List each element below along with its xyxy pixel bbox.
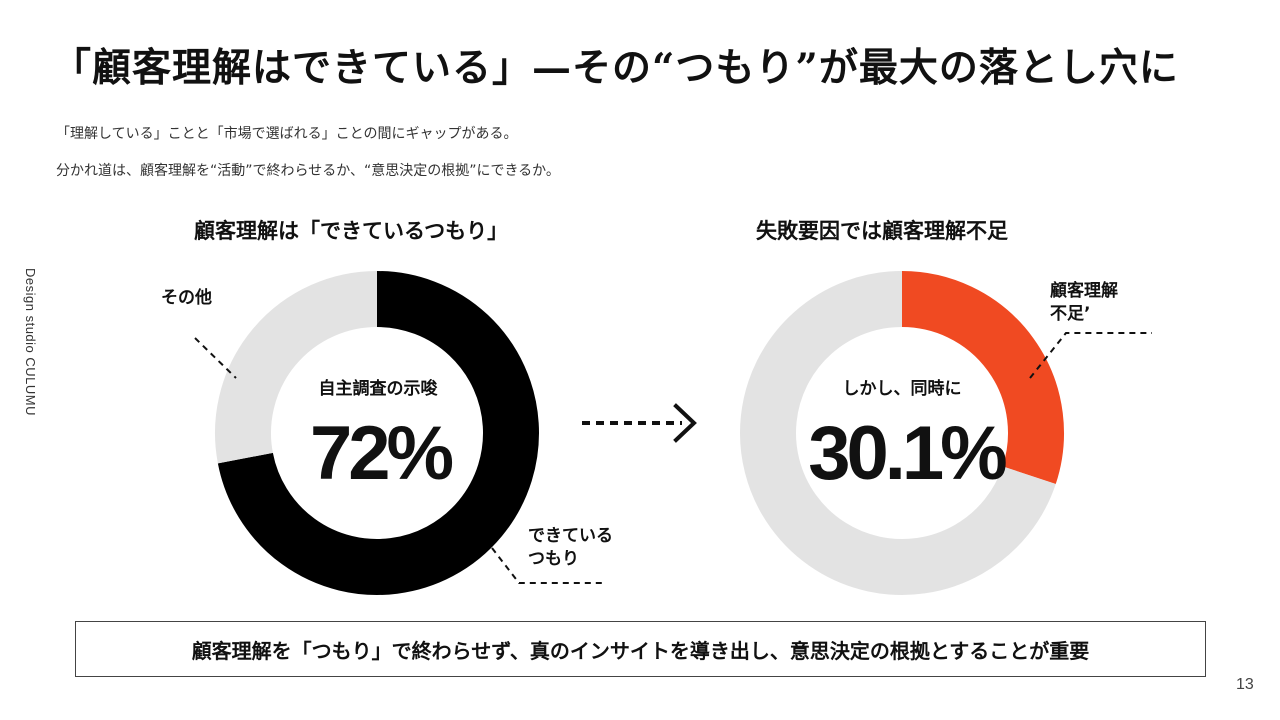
brand-vertical-label: Design studio CULUMU xyxy=(23,268,38,416)
right-center-label: しかし、同時に xyxy=(842,379,962,399)
label-tsumori: できている つもり xyxy=(528,525,613,571)
donut-chart-left xyxy=(215,271,539,595)
right-center-value: 30.1% xyxy=(808,411,1008,496)
subtitle-line-1: 「理解している」ことと「市場で選ばれる」ことの間にギャップがある。 xyxy=(56,126,518,142)
page-title: 「顧客理解はできている」—その“つもり”が最大の落とし穴に xyxy=(52,45,1179,91)
donut-left-slice-0 xyxy=(217,271,539,595)
left-center-label: 自主調査の示唆 xyxy=(318,379,438,399)
label-shortage-line-2: 不足’ xyxy=(1050,304,1091,324)
right-chart-title: 失敗要因では顧客理解不足 xyxy=(756,219,1008,243)
arrow-head-icon xyxy=(673,403,697,443)
leader-line-other xyxy=(194,337,237,379)
donut-right-slice-1 xyxy=(740,271,1056,595)
leader-line-shortage xyxy=(1029,332,1152,379)
label-tsumori-line-1: できている xyxy=(528,526,613,546)
conclusion-box: 顧客理解を「つもり」で終わらせず、真のインサイトを導き出し、意思決定の根拠とする… xyxy=(75,621,1206,677)
label-tsumori-line-2: つもり xyxy=(528,549,579,569)
donut-left-slice-1 xyxy=(215,271,378,464)
left-center-value: 72% xyxy=(309,411,454,496)
subtitle-line-2: 分かれ道は、顧客理解を“活動”で終わらせるか、“意思決定の根拠”にできるか。 xyxy=(56,163,560,179)
leader-line-tsumori xyxy=(491,547,604,584)
page-number: 13 xyxy=(1236,676,1254,693)
donut-chart-right xyxy=(740,271,1064,595)
donut-right-slice-0 xyxy=(901,271,1064,485)
label-shortage-line-1: 顧客理解 xyxy=(1050,281,1118,301)
left-chart-title: 顧客理解は「できているつもり」 xyxy=(194,219,509,243)
label-other: その他 xyxy=(161,288,212,308)
label-shortage: 顧客理解 不足’ xyxy=(1050,280,1118,326)
